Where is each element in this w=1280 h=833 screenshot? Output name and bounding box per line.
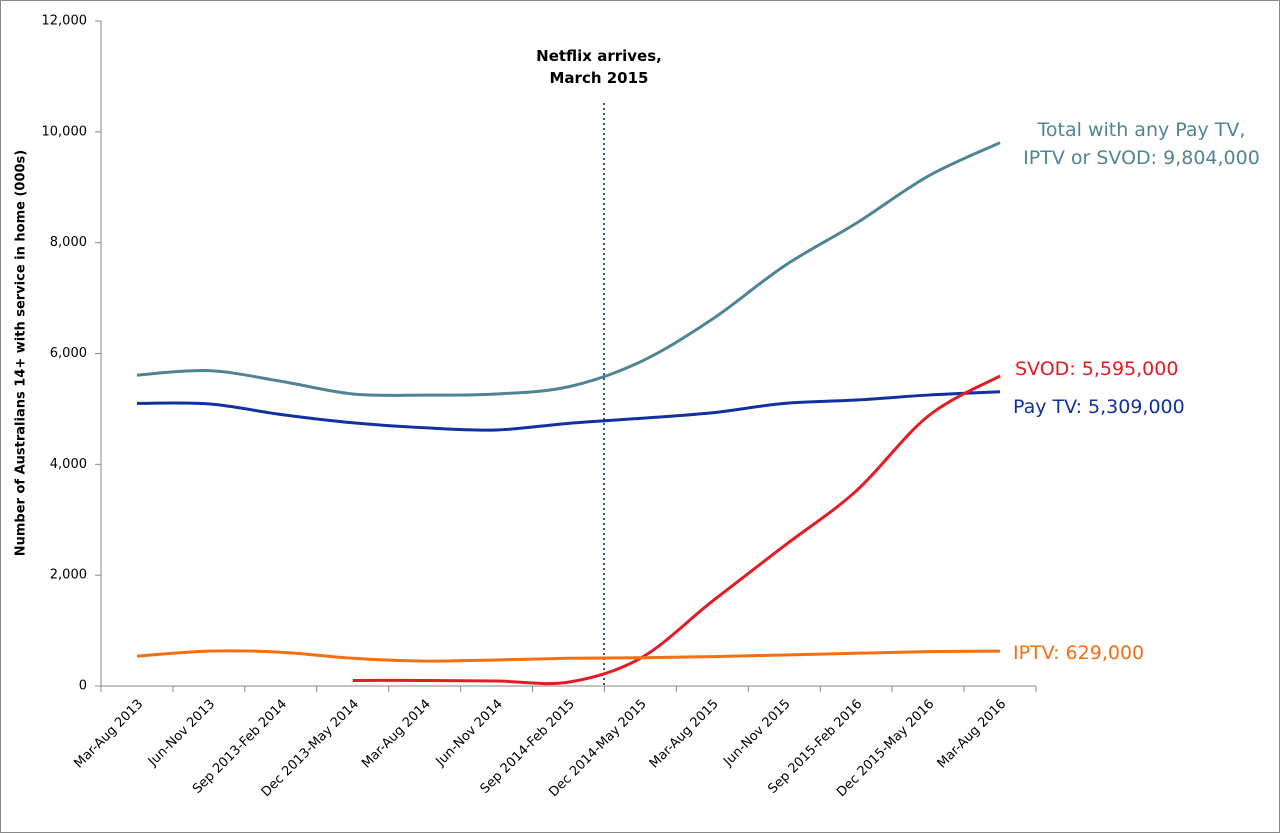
y-tick-label: 10,000 — [42, 124, 88, 139]
y-axis-label: Number of Australians 14+ with service i… — [14, 150, 29, 557]
x-tick-label: Jun-Nov 2013 — [145, 697, 218, 770]
y-tick-label: 4,000 — [50, 457, 87, 472]
x-tick-label: Jun-Nov 2015 — [720, 697, 793, 770]
annotation: Netflix arrives, March 2015 — [536, 47, 662, 87]
series-line — [136, 649, 1001, 663]
series-label: Total with any Pay TV, IPTV or SVOD: 9,8… — [1023, 119, 1260, 169]
series-line — [352, 374, 1001, 686]
y-tick-label: 0 — [79, 679, 87, 694]
x-tick-label: Mar-Aug 2014 — [359, 697, 434, 772]
y-tick-label: 12,000 — [42, 14, 88, 29]
series-line — [136, 141, 1001, 397]
y-tick-label: 8,000 — [50, 235, 87, 250]
x-tick-label: Mar-Aug 2013 — [72, 697, 147, 772]
x-tick-label: Mar-Aug 2015 — [647, 697, 722, 772]
y-tick-label: 2,000 — [50, 568, 87, 583]
series-line — [136, 390, 1001, 432]
series-label: IPTV: 629,000 — [1013, 642, 1145, 664]
x-tick-label: Jun-Nov 2014 — [433, 697, 506, 770]
x-tick-label: Mar-Aug 2016 — [935, 697, 1010, 772]
series-label: Pay TV: 5,309,000 — [1013, 396, 1185, 418]
y-tick-label: 6,000 — [50, 346, 87, 361]
series-label: SVOD: 5,595,000 — [1015, 358, 1179, 380]
